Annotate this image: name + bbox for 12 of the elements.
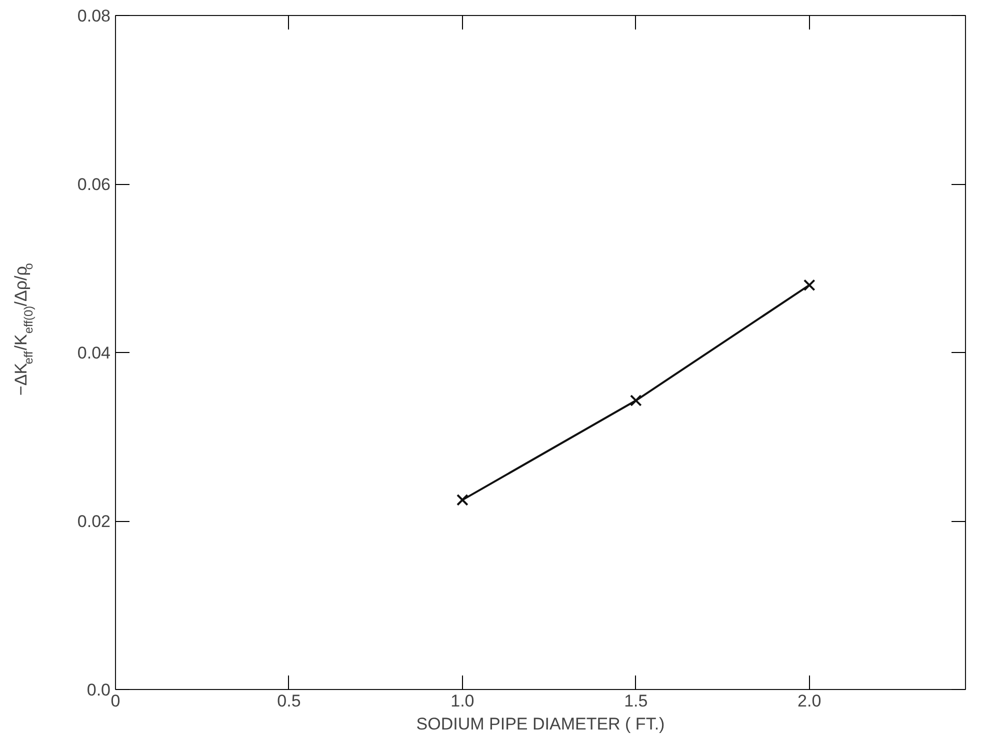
x-tick-label: 0.5 — [277, 692, 301, 710]
x-tick-label: 1.5 — [624, 692, 648, 710]
y-axis-title: −ΔKeff/Keff(0)/Δρ/ρo — [12, 262, 36, 396]
y-tick-label: 0.06 — [77, 175, 111, 194]
y-tick-label: 0.0 — [86, 680, 111, 700]
x-tick-label: 1.0 — [450, 692, 474, 710]
x-tick-label: 0 — [110, 692, 120, 710]
y-tick-label: 0.04 — [77, 344, 111, 362]
y-tick-label: 0.02 — [77, 512, 111, 531]
x-axis-title: SODIUM PIPE DIAMETER ( FT.) — [416, 714, 665, 734]
x-tick-label: 2.0 — [798, 692, 822, 710]
y-tick-label: 0.08 — [77, 6, 111, 26]
